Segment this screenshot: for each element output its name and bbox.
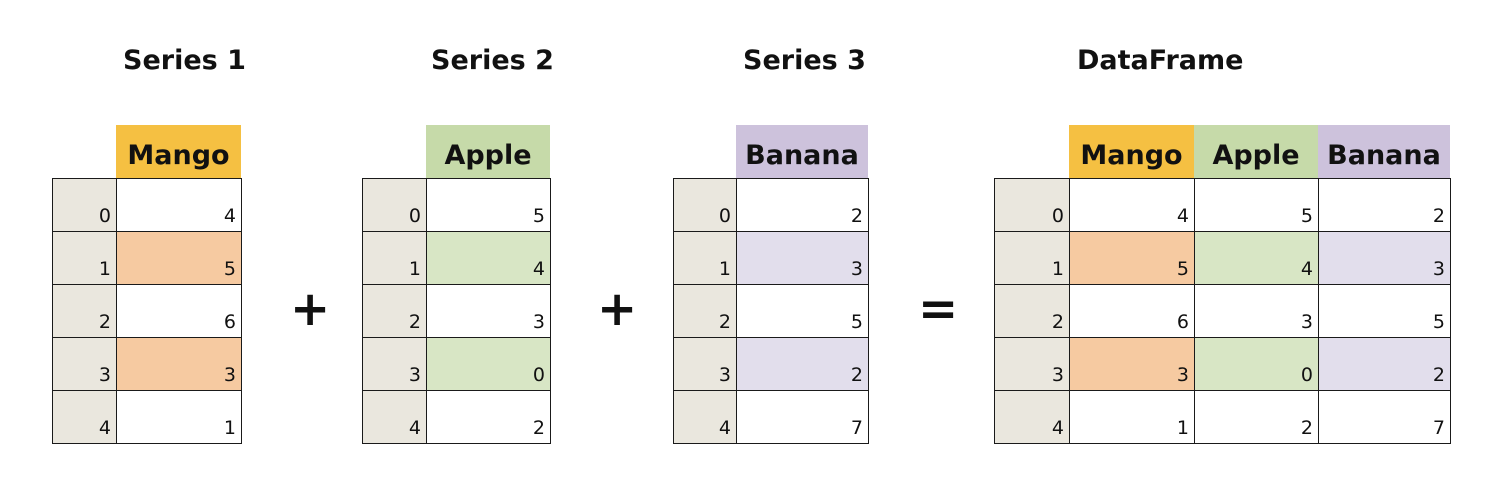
index-cell: 2 [673, 284, 737, 338]
series-2-title: Series 2 [431, 45, 554, 76]
banana-value-cell: 5 [1318, 284, 1451, 338]
series-2-header-apple: Apple [426, 125, 550, 178]
dataframe-header-apple: Apple [1194, 125, 1318, 178]
apple-value-cell: 3 [426, 284, 551, 338]
banana-value-cell: 2 [736, 178, 869, 232]
mango-value-cell: 5 [116, 231, 242, 285]
index-cell: 1 [362, 231, 427, 285]
banana-value-cell: 2 [1318, 178, 1451, 232]
apple-value-cell: 2 [1194, 390, 1319, 444]
index-cell: 3 [673, 337, 737, 391]
series-3-title: Series 3 [743, 45, 866, 76]
banana-value-cell: 3 [736, 231, 869, 285]
apple-value-cell: 5 [1194, 178, 1319, 232]
mango-value-cell: 4 [1069, 178, 1195, 232]
mango-value-cell: 1 [116, 390, 242, 444]
index-cell: 0 [362, 178, 427, 232]
mango-value-cell: 3 [116, 337, 242, 391]
dataframe-header-mango: Mango [1069, 125, 1194, 178]
series-1-header-mango: Mango [116, 125, 241, 178]
mango-value-cell: 6 [1069, 284, 1195, 338]
index-cell: 0 [673, 178, 737, 232]
dataframe-title: DataFrame [1077, 45, 1244, 76]
banana-value-cell: 7 [1318, 390, 1451, 444]
mango-value-cell: 6 [116, 284, 242, 338]
index-cell: 3 [52, 337, 117, 391]
banana-value-cell: 2 [736, 337, 869, 391]
apple-value-cell: 4 [426, 231, 551, 285]
index-cell: 1 [52, 231, 117, 285]
banana-value-cell: 3 [1318, 231, 1451, 285]
mango-value-cell: 3 [1069, 337, 1195, 391]
apple-value-cell: 3 [1194, 284, 1319, 338]
mango-value-cell: 5 [1069, 231, 1195, 285]
apple-value-cell: 5 [426, 178, 551, 232]
index-cell: 4 [362, 390, 427, 444]
index-cell: 1 [994, 231, 1070, 285]
index-cell: 3 [362, 337, 427, 391]
equals-operator: = [918, 281, 959, 337]
banana-value-cell: 7 [736, 390, 869, 444]
dataframe-header-banana: Banana [1318, 125, 1450, 178]
index-cell: 2 [362, 284, 427, 338]
index-cell: 4 [52, 390, 117, 444]
apple-value-cell: 4 [1194, 231, 1319, 285]
mango-value-cell: 1 [1069, 390, 1195, 444]
index-cell: 0 [994, 178, 1070, 232]
mango-value-cell: 4 [116, 178, 242, 232]
apple-value-cell: 0 [426, 337, 551, 391]
apple-value-cell: 2 [426, 390, 551, 444]
series-3-header-banana: Banana [736, 125, 868, 178]
index-cell: 4 [994, 390, 1070, 444]
index-cell: 4 [673, 390, 737, 444]
banana-value-cell: 5 [736, 284, 869, 338]
series-1-title: Series 1 [123, 45, 246, 76]
index-cell: 2 [52, 284, 117, 338]
banana-value-cell: 2 [1318, 337, 1451, 391]
index-cell: 1 [673, 231, 737, 285]
apple-value-cell: 0 [1194, 337, 1319, 391]
plus-operator-1: + [290, 281, 331, 337]
index-cell: 3 [994, 337, 1070, 391]
plus-operator-2: + [597, 281, 638, 337]
index-cell: 0 [52, 178, 117, 232]
index-cell: 2 [994, 284, 1070, 338]
